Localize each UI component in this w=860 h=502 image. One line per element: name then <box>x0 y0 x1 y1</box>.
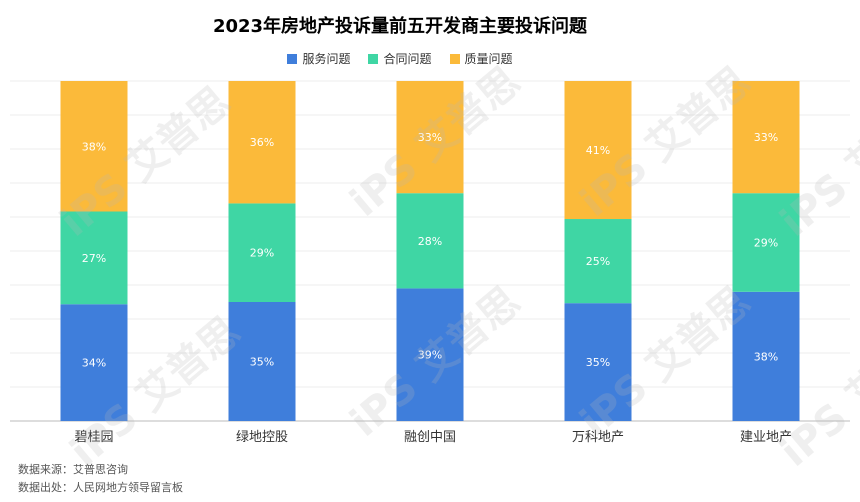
data-label: 36% <box>250 136 274 149</box>
chart-title: 2023年房地产投诉量前五开发商主要投诉问题 <box>212 16 588 37</box>
legend-item-contract: 合同问题 <box>368 50 432 67</box>
data-label: 29% <box>754 237 778 250</box>
data-label: 33% <box>418 131 442 144</box>
bar-segment <box>60 81 128 212</box>
bar-segment <box>564 81 632 220</box>
x-tick-label: 碧桂园 <box>74 430 113 445</box>
data-label: 25% <box>586 255 610 268</box>
bar-segment <box>396 193 464 289</box>
legend-item-service: 服务问题 <box>287 50 350 67</box>
legend-label-quality: 质量问题 <box>464 52 513 66</box>
data-label: 38% <box>754 350 778 363</box>
x-tick-label: 万科地产 <box>572 430 624 445</box>
data-label: 41% <box>586 144 610 157</box>
legend-label-service: 服务问题 <box>302 52 351 66</box>
x-tick-label: 建业地产 <box>740 430 792 445</box>
data-label: 39% <box>418 349 442 362</box>
bar-segment <box>564 219 632 304</box>
bar-segment <box>732 291 800 421</box>
bar-segment <box>396 288 464 421</box>
x-tick-label: 融创中国 <box>404 430 456 445</box>
data-label: 29% <box>250 247 274 260</box>
data-label: 38% <box>82 140 106 153</box>
bar-segment <box>228 203 296 302</box>
bar-segment <box>228 81 296 204</box>
data-label: 35% <box>250 356 274 369</box>
data-label: 28% <box>418 235 442 248</box>
legend-label-contract: 合同问题 <box>383 52 432 66</box>
legend-swatch-quality <box>449 53 460 64</box>
bar-segment <box>396 81 464 194</box>
data-label: 33% <box>754 131 778 144</box>
x-tick-label: 绿地控股 <box>236 430 288 445</box>
bar-segment <box>732 81 800 194</box>
bar-segment <box>732 193 800 292</box>
data-label: 34% <box>82 357 106 370</box>
legend-item-quality: 质量问题 <box>449 50 513 67</box>
data-source-text: 数据来源：艾普思咨询 <box>18 463 128 476</box>
chart-legend: 服务问题 合同问题 质量问题 <box>0 50 800 67</box>
bar-segment <box>60 211 128 305</box>
data-label: 35% <box>586 356 610 369</box>
bar-segment <box>564 303 632 421</box>
bar-segment <box>228 302 296 421</box>
legend-swatch-contract <box>368 53 379 64</box>
data-origin-text: 数据出处：人民网地方领导留言板 <box>18 481 183 494</box>
legend-swatch-service <box>287 53 298 64</box>
bar-segment <box>60 304 128 421</box>
data-label: 27% <box>82 252 106 265</box>
